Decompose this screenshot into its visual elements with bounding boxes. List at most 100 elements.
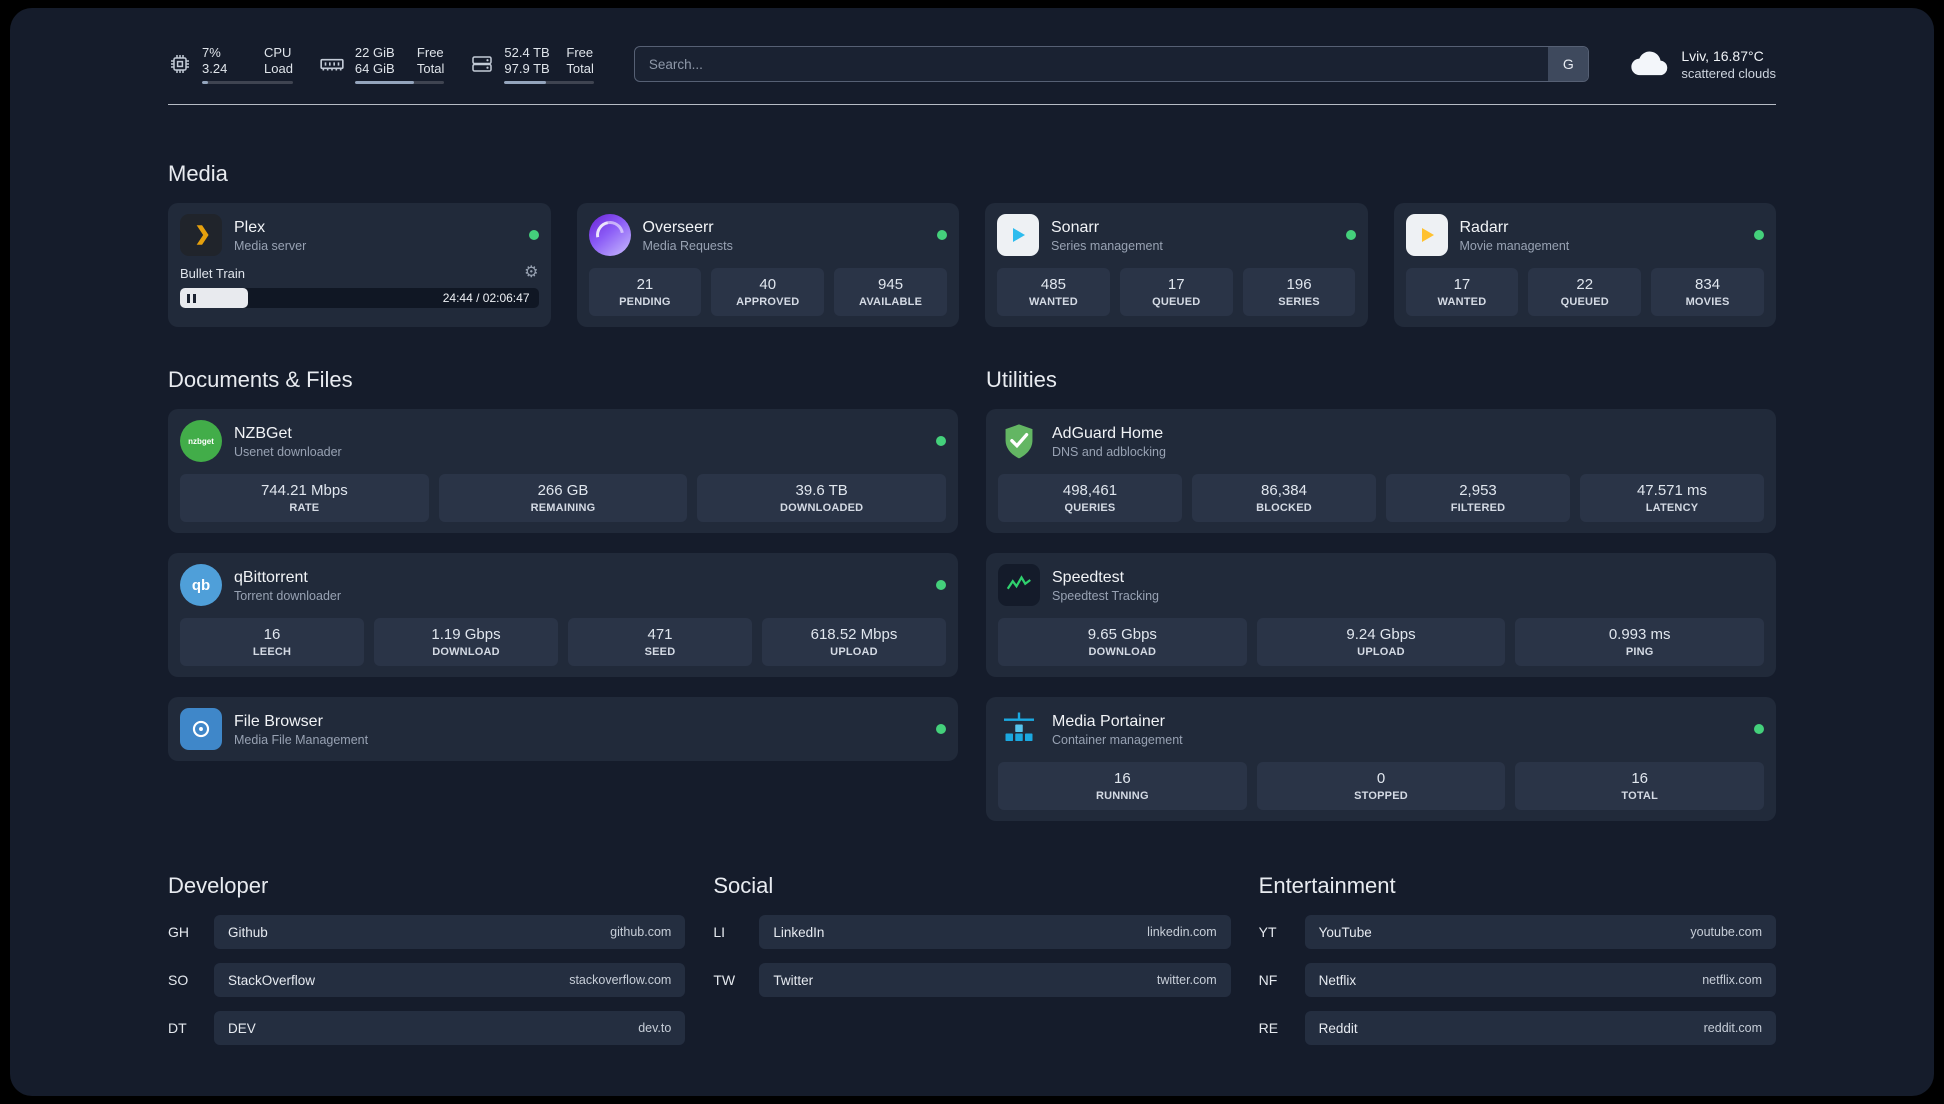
app-card-qbittorrent[interactable]: qb qBittorrent Torrent downloader 16 LEEC… [168, 553, 958, 677]
bookmark-url: reddit.com [1703, 1021, 1762, 1035]
topbar-divider [168, 104, 1776, 105]
app-card-filebrowser[interactable]: File Browser Media File Management [168, 697, 958, 761]
stat-tile: 0.993 ms PING [1515, 618, 1765, 666]
app-card-portainer[interactable]: Media Portainer Container management 16 R… [986, 697, 1776, 821]
weather-condition: scattered clouds [1681, 65, 1776, 81]
section-title-developer: Developer [168, 873, 269, 898]
bookmark-name: StackOverflow [228, 972, 316, 988]
app-subtitle: Torrent downloader [234, 588, 342, 603]
utilities-column: Utilities AdGuard Home DNS and adblockin… [986, 367, 1776, 821]
app-subtitle: Media server [234, 238, 307, 253]
stat-tile: 17 QUEUED [1119, 268, 1233, 316]
cpu-label: CPU [264, 44, 292, 60]
app-card-radarr[interactable]: Radarr Movie management 17 WANTED 22 QUEUE… [1393, 203, 1776, 327]
app-subtitle: Media File Management [234, 732, 369, 747]
disk-progress-bar [504, 80, 594, 84]
disk-total-label: Total [566, 60, 594, 76]
search-input[interactable] [634, 47, 1549, 81]
bookmark-abbr: TW [713, 972, 736, 988]
bookmark-url: linkedin.com [1147, 925, 1217, 939]
status-dot [1754, 230, 1764, 240]
bookmark-github[interactable]: GH Github github.com [168, 915, 686, 949]
bookmark-stackoverflow[interactable]: SO StackOverflow stackoverflow.com [168, 963, 686, 997]
stat-tile: 16 LEECH [180, 618, 364, 666]
bookmark-abbr: YT [1258, 924, 1277, 940]
cpu-metric: 7% CPU 3.24 Load [168, 45, 293, 84]
player-progress-bar[interactable]: 24:44 / 02:06:47 [180, 288, 539, 308]
bookmark-name: Twitter [773, 972, 814, 988]
weather-widget[interactable]: Lviv, 16.87°C scattered clouds [1629, 47, 1776, 82]
overseerr-icon [588, 214, 631, 256]
bookmark-dev[interactable]: DT DEV dev.to [168, 1011, 686, 1045]
bookmark-linkedin[interactable]: LI LinkedIn linkedin.com [713, 915, 1231, 949]
bookmark-url: dev.to [638, 1021, 672, 1035]
cpu-percent: 7% [202, 44, 221, 60]
speedtest-icon [998, 564, 1040, 606]
app-card-sonarr[interactable]: Sonarr Series management 485 WANTED 17 QUE… [985, 203, 1368, 327]
stat-tile: 40 APPROVED [711, 268, 825, 316]
cpu-load: 3.24 [202, 60, 228, 76]
bookmark-abbr: RE [1258, 1020, 1279, 1036]
stat-tile: 266 GB REMAINING [438, 474, 688, 522]
app-subtitle: Media Requests [642, 238, 733, 253]
app-card-adguard[interactable]: AdGuard Home DNS and adblocking 498,461 Q… [986, 409, 1776, 533]
stat-tile: 9.24 Gbps UPLOAD [1256, 618, 1506, 666]
app-subtitle: DNS and adblocking [1052, 444, 1166, 459]
stat-tile: 945 AVAILABLE [834, 268, 947, 316]
dashboard-panel: 7% CPU 3.24 Load 22 GiB Free 64 GiB Total [10, 8, 1934, 1096]
app-name: Speedtest [1052, 568, 1125, 586]
app-name: Radarr [1459, 218, 1509, 236]
portainer-icon [998, 708, 1040, 750]
documents-column: Documents & Files nzbget NZBGet Usenet d… [168, 367, 958, 821]
app-card-speedtest[interactable]: Speedtest Speedtest Tracking 9.65 Gbps DO… [986, 553, 1776, 677]
disk-free-label: Free [566, 44, 594, 60]
radarr-icon [1405, 214, 1448, 256]
stat-tile: 39.6 TB DOWNLOADED [697, 474, 947, 522]
sonarr-icon [997, 214, 1039, 256]
bookmark-url: github.com [610, 925, 672, 939]
bookmark-url: twitter.com [1156, 973, 1217, 987]
bookmark-name: YouTube [1318, 924, 1372, 940]
memory-total-label: Total [416, 60, 445, 76]
stat-tile: 16 TOTAL [1515, 762, 1765, 810]
bookmark-netflix[interactable]: NF Netflix netflix.com [1259, 963, 1776, 997]
stat-tile: 0 STOPPED [1256, 762, 1506, 810]
bookmarks-social: Social LI LinkedIn linkedin.com TW Twitte… [713, 873, 1231, 1045]
search-bar: G [633, 46, 1590, 82]
bookmark-twitter[interactable]: TW Twitter twitter.com [713, 963, 1231, 997]
disk-total: 97.9 TB [504, 60, 550, 76]
memory-total: 64 GiB [354, 60, 395, 76]
pause-icon[interactable] [187, 293, 199, 303]
now-playing-title: Bullet Train [180, 265, 246, 281]
section-title-utilities: Utilities [986, 367, 1057, 392]
status-dot [936, 580, 946, 590]
cpu-load-label: Load [264, 60, 293, 76]
bookmark-reddit[interactable]: RE Reddit reddit.com [1259, 1011, 1776, 1045]
stat-tile: 744.21 Mbps RATE [180, 474, 429, 522]
stat-tile: 21 PENDING [588, 268, 702, 316]
memory-metric: 22 GiB Free 64 GiB Total [319, 44, 445, 84]
status-dot [936, 724, 946, 734]
app-name: Overseerr [642, 218, 714, 236]
app-name: Media Portainer [1052, 712, 1165, 730]
app-subtitle: Usenet downloader [234, 444, 342, 459]
app-subtitle: Movie management [1459, 238, 1570, 253]
player-progress-fill [180, 288, 249, 308]
stat-tile: 16 RUNNING [998, 762, 1247, 810]
bookmarks-entertainment: Entertainment YT YouTube youtube.com NF N… [1259, 873, 1776, 1045]
search-engine-button[interactable]: G [1548, 47, 1589, 81]
app-card-overseerr[interactable]: Overseerr Media Requests 21 PENDING 40 APP… [576, 203, 959, 327]
app-subtitle: Container management [1052, 732, 1183, 747]
bookmark-abbr: SO [168, 972, 189, 988]
app-name: Plex [234, 218, 266, 236]
memory-progress-bar [354, 80, 445, 84]
filebrowser-icon [180, 708, 222, 750]
bookmark-name: Github [228, 924, 268, 940]
app-card-nzbget[interactable]: nzbget NZBGet Usenet downloader 744.21 M… [168, 409, 958, 533]
app-card-plex[interactable]: Plex Media server Bullet Train ⚙ 24:44 /… [168, 203, 551, 327]
section-title-entertainment: Entertainment [1258, 873, 1396, 898]
bookmark-youtube[interactable]: YT YouTube youtube.com [1259, 915, 1776, 949]
memory-free-label: Free [416, 44, 444, 60]
stat-tile: 498,461 QUERIES [998, 474, 1182, 522]
gear-icon[interactable]: ⚙ [524, 264, 539, 281]
